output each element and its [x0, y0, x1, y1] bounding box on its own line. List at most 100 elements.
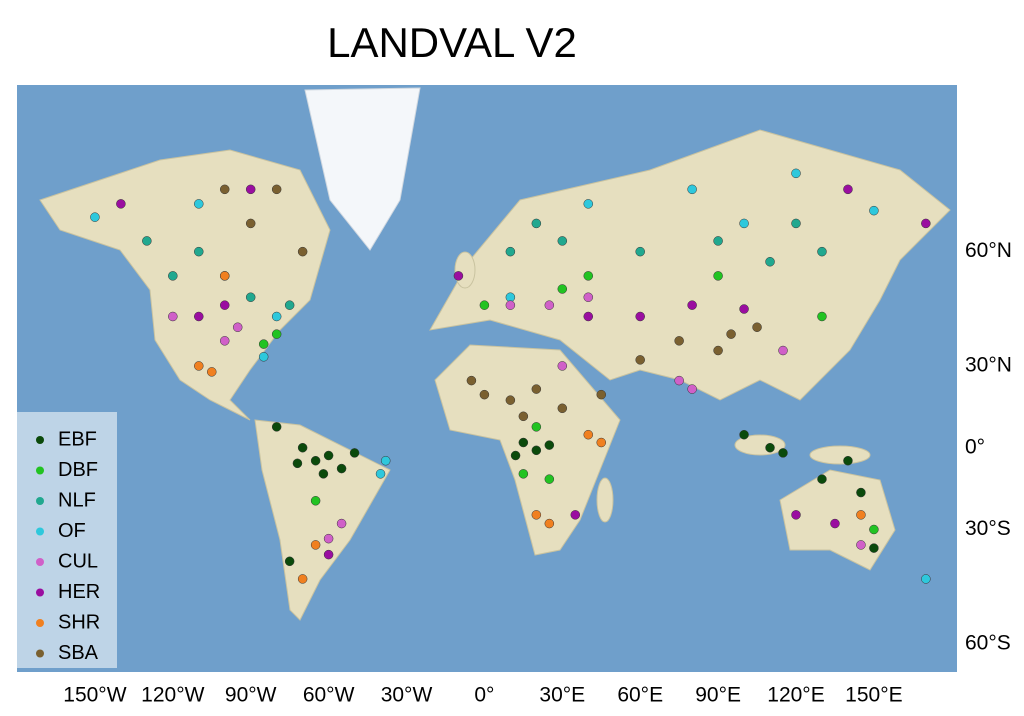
site-point [583, 311, 594, 322]
site-point [219, 271, 230, 281]
site-point [817, 311, 827, 322]
site-point [194, 246, 204, 257]
site-point [310, 455, 321, 466]
site-point [583, 199, 594, 209]
site-point [245, 292, 256, 302]
x-tick-label: 90°W [225, 684, 277, 707]
x-tick-label: 60°W [303, 684, 355, 707]
site-point [869, 543, 879, 553]
site-point [687, 184, 697, 195]
site-point [843, 184, 853, 195]
site-point [531, 384, 542, 394]
site-point [635, 246, 645, 257]
site-point [323, 450, 334, 461]
site-point [245, 218, 256, 229]
site-point [375, 469, 386, 479]
site-point [245, 184, 256, 195]
site-point [194, 361, 204, 371]
site-point [510, 450, 521, 461]
y-tick-label: 0° [965, 435, 985, 458]
site-point [596, 389, 607, 400]
site-point [518, 411, 529, 422]
site-point [674, 336, 684, 346]
site-point [518, 469, 529, 479]
site-point [336, 518, 347, 529]
site-point [318, 469, 329, 479]
chart-title: LANDVAL V2 [327, 19, 577, 66]
legend-label: NLF [58, 489, 96, 511]
legend-box [17, 412, 117, 668]
x-tick-label: 0° [474, 684, 494, 707]
site-point [739, 429, 749, 440]
site-point [635, 311, 645, 322]
site-point [596, 437, 607, 448]
site-point [635, 355, 645, 365]
legend-marker [36, 588, 44, 597]
site-point [713, 271, 723, 281]
site-point [505, 395, 516, 405]
site-point [349, 448, 360, 458]
site-point [557, 236, 568, 246]
site-point [765, 442, 775, 453]
x-tick-label: 90°E [695, 684, 741, 707]
legend-marker [36, 436, 44, 444]
site-point [297, 442, 308, 453]
site-point [583, 429, 594, 440]
site-point [194, 199, 204, 209]
site-point [856, 487, 866, 498]
site-point [505, 246, 516, 257]
site-point [284, 300, 295, 310]
legend-marker [36, 466, 44, 475]
site-point [713, 236, 723, 246]
site-point [466, 375, 477, 386]
site-point [310, 540, 321, 550]
site-point [284, 556, 295, 567]
site-point [380, 455, 391, 466]
site-point [778, 448, 788, 458]
site-point [336, 463, 347, 474]
site-point [258, 352, 269, 362]
site-point [557, 284, 568, 294]
site-point [271, 329, 282, 339]
site-point [219, 184, 230, 195]
site-point [778, 345, 788, 356]
site-point [583, 271, 594, 281]
site-point [791, 168, 801, 179]
site-point [271, 422, 282, 432]
site-point [310, 496, 321, 506]
y-tick-label: 60°S [965, 631, 1011, 654]
site-point [791, 218, 801, 229]
site-point [570, 510, 581, 520]
x-tick-label: 120°W [141, 684, 204, 707]
site-point [544, 518, 555, 529]
site-point [207, 367, 217, 377]
site-point [453, 271, 464, 281]
x-tick-label: 150°E [845, 684, 902, 707]
site-point [271, 184, 282, 195]
site-point [856, 510, 866, 520]
site-point [142, 236, 152, 246]
site-point [817, 474, 827, 484]
x-tick-label: 120°E [767, 684, 824, 707]
site-point [557, 403, 568, 414]
legend-label: OF [58, 520, 86, 542]
land [39, 87, 951, 621]
x-tick-label: 60°E [617, 684, 663, 707]
site-point [505, 292, 516, 302]
site-point [791, 510, 801, 520]
site-point [921, 218, 931, 229]
legend-label: SBA [58, 642, 99, 664]
legend-marker [36, 558, 44, 566]
site-point [297, 574, 308, 584]
site-point [817, 246, 827, 257]
site-point [869, 205, 879, 216]
site-point [843, 455, 853, 466]
site-point [479, 300, 490, 310]
legend-label: SHR [58, 611, 100, 633]
site-point [674, 375, 684, 386]
x-tick-label: 30°E [539, 684, 585, 707]
site-point [856, 540, 866, 550]
legend-label: CUL [58, 550, 98, 572]
site-point [544, 300, 555, 310]
